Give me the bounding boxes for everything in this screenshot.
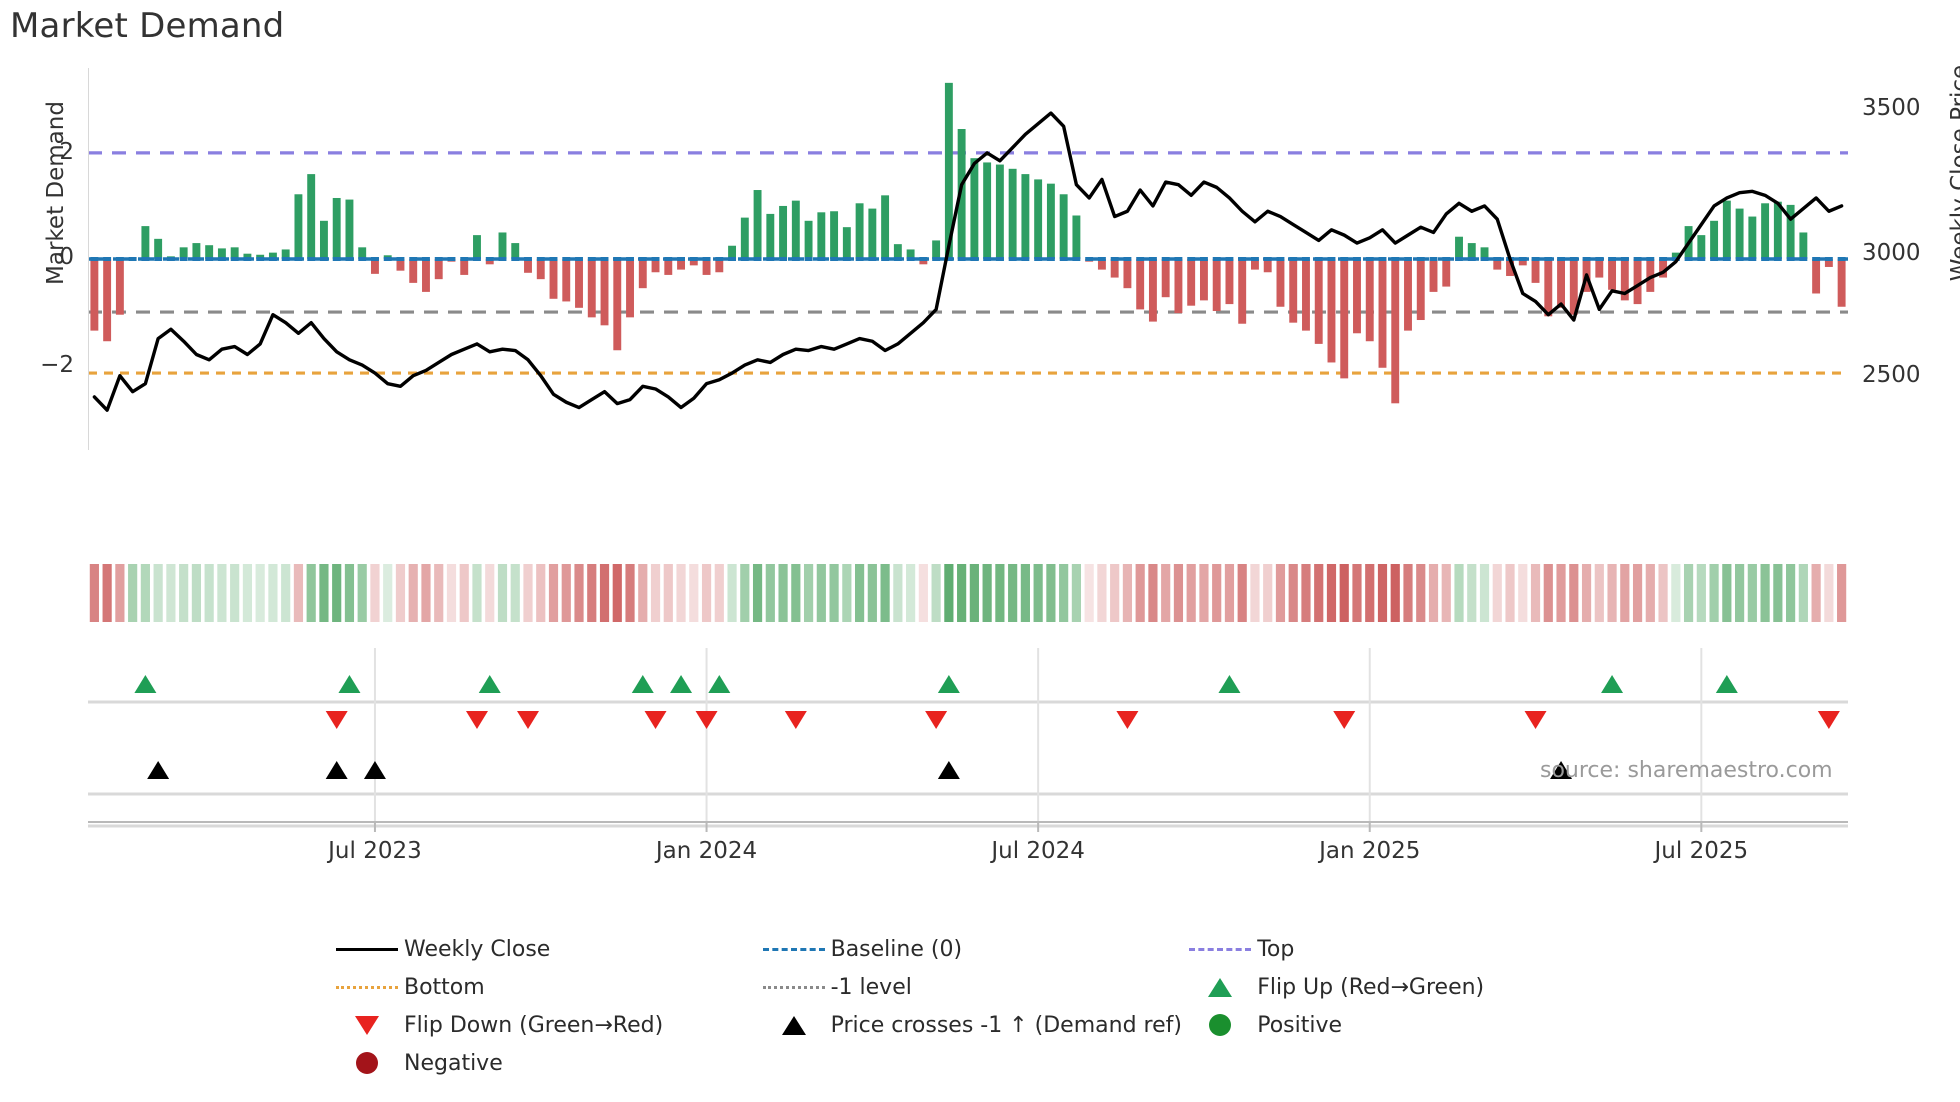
legend-label-weekly-close: Weekly Close (404, 936, 551, 962)
y-tick-right-1: 3000 (1862, 240, 1921, 266)
x-tick-label-3: Jan 2025 (1319, 838, 1421, 864)
legend-item-minus-one[interactable]: -1 level (757, 975, 1184, 1000)
dash-purple-icon (1183, 937, 1257, 961)
legend-label-minus-one: -1 level (830, 974, 912, 1000)
legend-row-4: Negative (330, 1044, 1610, 1082)
triangle-down-red-icon (330, 1013, 404, 1037)
source-attribution: source: sharemaestro.com (1540, 758, 1833, 783)
line-black-icon (330, 937, 404, 961)
legend-label-negative: Negative (404, 1050, 503, 1076)
legend-item-baseline[interactable]: Baseline (0) (757, 937, 1184, 962)
y-tick-right-0: 3500 (1862, 95, 1921, 121)
x-tick-label-1: Jan 2024 (655, 838, 758, 864)
legend-label-baseline: Baseline (0) (830, 936, 963, 962)
triangle-up-green-icon (1183, 975, 1257, 999)
y-axis-right-label: Weekly Close Price (1947, 64, 1960, 282)
legend-item-price-cross[interactable]: Price crosses -1 ↑ (Demand ref) (757, 1013, 1184, 1038)
x-axis-panel (88, 818, 1848, 844)
legend-label-bottom: Bottom (404, 974, 485, 1000)
main-chart-svg (88, 68, 1848, 450)
legend-item-top[interactable]: Top (1183, 937, 1610, 962)
legend-item-flip-up[interactable]: Flip Up (Red→Green) (1183, 975, 1610, 1000)
legend-item-weekly-close[interactable]: Weekly Close (330, 937, 757, 962)
legend-row-2: Bottom -1 level Flip Up (Red→Green) (330, 968, 1610, 1006)
demand-heatmap-strip (88, 562, 1848, 624)
y-tick-left-1: 0 (59, 244, 74, 270)
x-axis-svg (88, 821, 1848, 832)
marker-rows-panel (88, 648, 1848, 828)
chart-legend: Weekly Close Baseline (0) Top Bottom -1 … (330, 930, 1610, 1082)
heatmap-strip-svg (89, 564, 1847, 622)
dot-gray-icon (757, 975, 831, 999)
legend-item-bottom[interactable]: Bottom (330, 975, 757, 1000)
circle-green-icon (1183, 1013, 1257, 1037)
y-tick-left-0: 2 (59, 139, 74, 165)
y-tick-left-2: −2 (40, 352, 74, 378)
circle-darkred-icon (330, 1051, 404, 1075)
x-tick-label-2: Jul 2024 (991, 838, 1085, 864)
y-tick-right-2: 2500 (1862, 362, 1921, 388)
y-axis-left-label: Market Demand (43, 101, 69, 285)
x-tick-label-0: Jul 2023 (328, 838, 422, 864)
page-title: Market Demand (10, 6, 285, 46)
main-chart-panel (88, 68, 1848, 450)
legend-item-flip-down[interactable]: Flip Down (Green→Red) (330, 1013, 757, 1038)
dash-blue-icon (757, 937, 831, 961)
legend-label-top: Top (1257, 936, 1295, 962)
triangle-up-black-icon (757, 1013, 831, 1037)
x-tick-label-4: Jul 2025 (1654, 838, 1749, 864)
legend-row-1: Weekly Close Baseline (0) Top (330, 930, 1610, 968)
legend-label-flip-up: Flip Up (Red→Green) (1257, 974, 1485, 1000)
legend-row-3: Flip Down (Green→Red) Price crosses -1 ↑… (330, 1006, 1610, 1044)
legend-item-negative[interactable]: Negative (330, 1051, 757, 1076)
legend-label-price-cross: Price crosses -1 ↑ (Demand ref) (830, 1012, 1182, 1038)
legend-item-positive[interactable]: Positive (1183, 1013, 1610, 1038)
marker-rows-svg (88, 648, 1848, 828)
dot-orange-icon (330, 975, 404, 999)
legend-label-positive: Positive (1257, 1012, 1343, 1038)
legend-label-flip-down: Flip Down (Green→Red) (404, 1012, 664, 1038)
